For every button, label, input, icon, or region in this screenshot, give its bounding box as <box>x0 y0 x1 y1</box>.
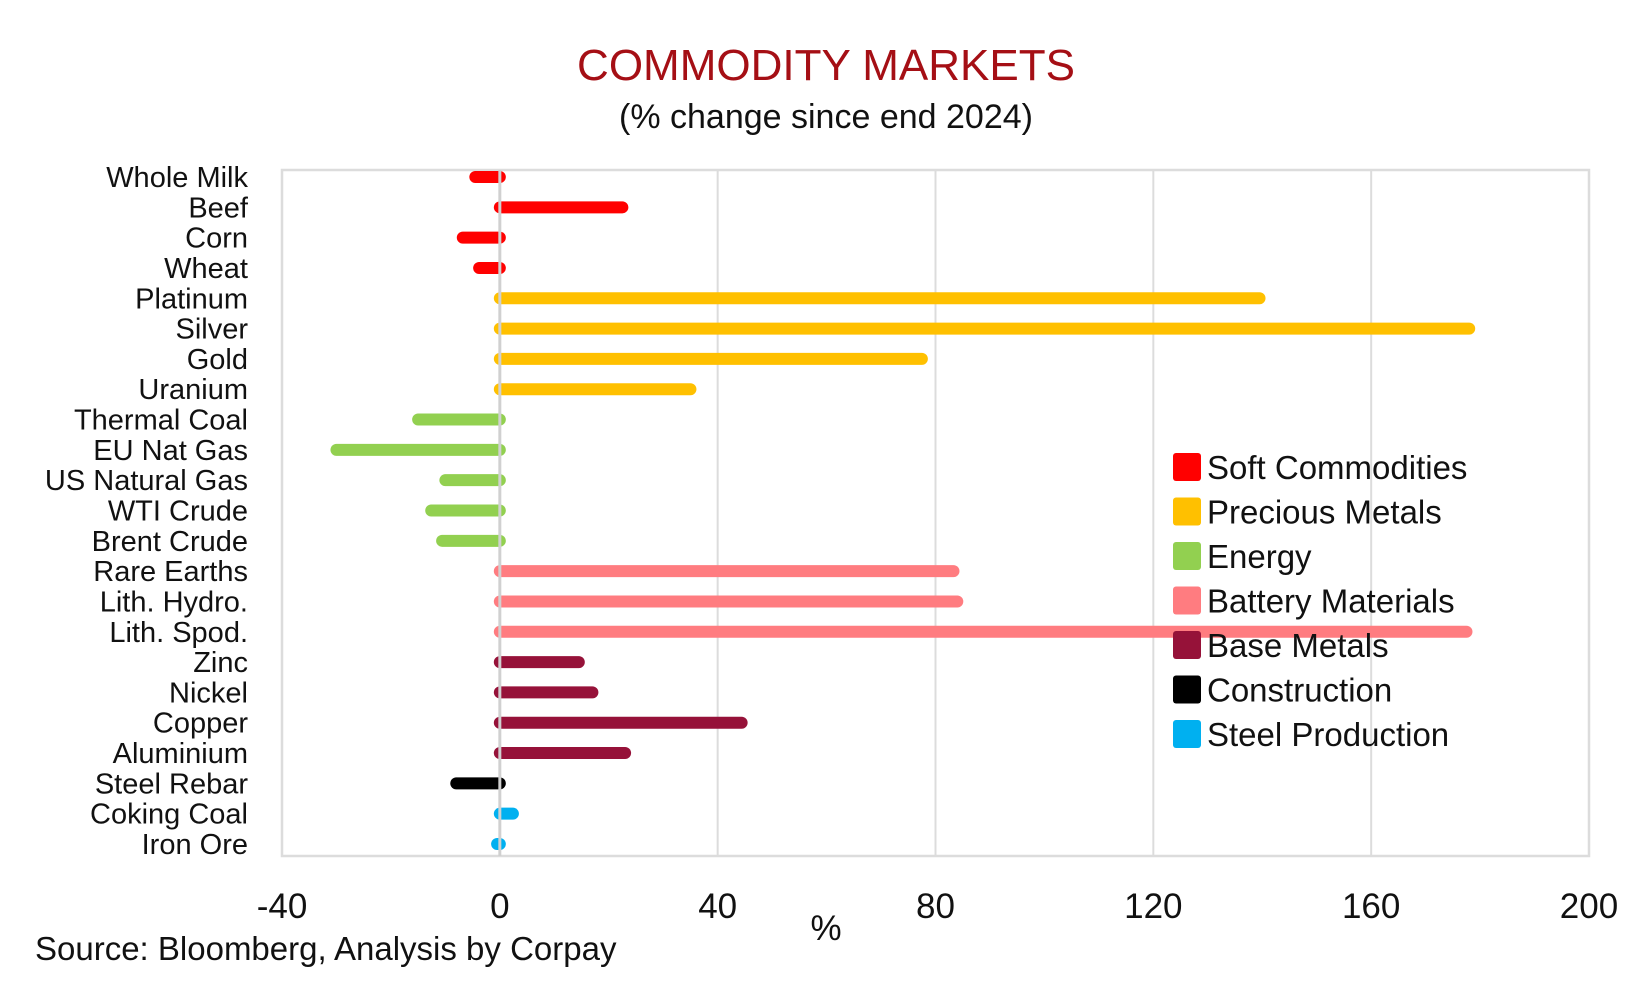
category-labels: Whole MilkBeefCornWheatPlatinumSilverGol… <box>45 162 249 861</box>
legend: Soft Commodities Precious Metals Energy Bat… <box>1173 449 1467 753</box>
category-label: Beef <box>188 192 249 224</box>
category-label: Lith. Hydro. <box>100 586 248 618</box>
x-tick-label: 80 <box>916 887 955 926</box>
legend-label: Soft Commodities <box>1207 449 1467 486</box>
bar-rare-earths <box>493 565 960 578</box>
bar-nickel <box>493 686 599 699</box>
source-note: Source: Bloomberg, Analysis by Corpay <box>35 930 617 967</box>
category-label: WTI Crude <box>108 496 248 528</box>
x-tick-label: 200 <box>1560 887 1618 926</box>
bars <box>330 171 1476 850</box>
legend-swatch <box>1173 631 1201 659</box>
legend-label: Battery Materials <box>1207 583 1455 620</box>
legend-swatch <box>1173 675 1201 704</box>
chart-title: COMMODITY MARKETS <box>577 41 1075 90</box>
x-tick-label: 160 <box>1342 887 1400 926</box>
bar-steel-rebar <box>450 777 506 790</box>
bar-copper <box>493 716 748 729</box>
legend-swatch <box>1173 453 1201 481</box>
bar-brent-crude <box>436 534 506 547</box>
category-label: US Natural Gas <box>45 465 248 497</box>
category-label: Brent Crude <box>92 526 248 558</box>
bar-zinc <box>493 656 585 669</box>
bar-aluminium <box>493 747 632 760</box>
bar-uranium <box>493 383 697 396</box>
bar-beef <box>493 201 629 214</box>
legend-label: Precious Metals <box>1207 494 1442 531</box>
bar-wti-crude <box>425 504 506 517</box>
x-axis-title: % <box>810 909 841 948</box>
category-label: Thermal Coal <box>74 405 248 437</box>
bar-whole-milk <box>469 171 506 183</box>
bar-lith-spod <box>493 625 1473 638</box>
category-label: Copper <box>153 708 248 740</box>
x-tick-label: -40 <box>257 887 308 926</box>
category-label: Steel Rebar <box>95 768 248 800</box>
x-tick-labels: -40 0 40 80 120 160 200 <box>257 887 1619 926</box>
category-label: Platinum <box>135 283 248 315</box>
legend-swatch <box>1173 720 1201 748</box>
category-label: Coking Coal <box>90 799 248 831</box>
bar-thermal-coal <box>412 413 506 426</box>
x-tick-label: 0 <box>490 887 509 926</box>
legend-swatch <box>1173 497 1201 526</box>
category-label: Iron Ore <box>142 829 248 861</box>
chart-subtitle: (% change since end 2024) <box>619 98 1033 136</box>
category-label: Whole Milk <box>106 162 248 194</box>
category-label: Wheat <box>164 253 248 285</box>
legend-label: Base Metals <box>1207 627 1389 664</box>
category-label: Gold <box>187 344 248 376</box>
plot-frame <box>280 168 1591 858</box>
category-label: Zinc <box>193 647 248 679</box>
category-label: Lith. Spod. <box>109 617 248 649</box>
bar-lith-hydro <box>493 595 964 608</box>
bar-platinum <box>493 292 1266 305</box>
legend-label: Construction <box>1207 672 1392 709</box>
bar-wheat <box>473 261 506 274</box>
legend-swatch <box>1173 586 1201 615</box>
legend-label: Energy <box>1207 538 1312 575</box>
bar-silver <box>493 322 1476 335</box>
category-label: Corn <box>185 223 248 255</box>
category-label: EU Nat Gas <box>93 435 248 467</box>
category-label: Uranium <box>138 374 248 406</box>
legend-swatch <box>1173 542 1201 570</box>
bar-eu-nat-gas <box>330 443 506 456</box>
bar-gold <box>493 352 928 365</box>
category-label: Silver <box>175 314 248 346</box>
legend-label: Steel Production <box>1207 716 1449 753</box>
category-label: Aluminium <box>113 738 248 770</box>
x-tick-label: 40 <box>698 887 737 926</box>
bar-corn <box>456 231 506 244</box>
bar-us-natural-gas <box>439 474 506 487</box>
x-tick-label: 120 <box>1124 887 1182 926</box>
category-label: Nickel <box>169 677 248 709</box>
bar-coking-coal <box>493 807 519 820</box>
category-label: Rare Earths <box>93 556 248 588</box>
